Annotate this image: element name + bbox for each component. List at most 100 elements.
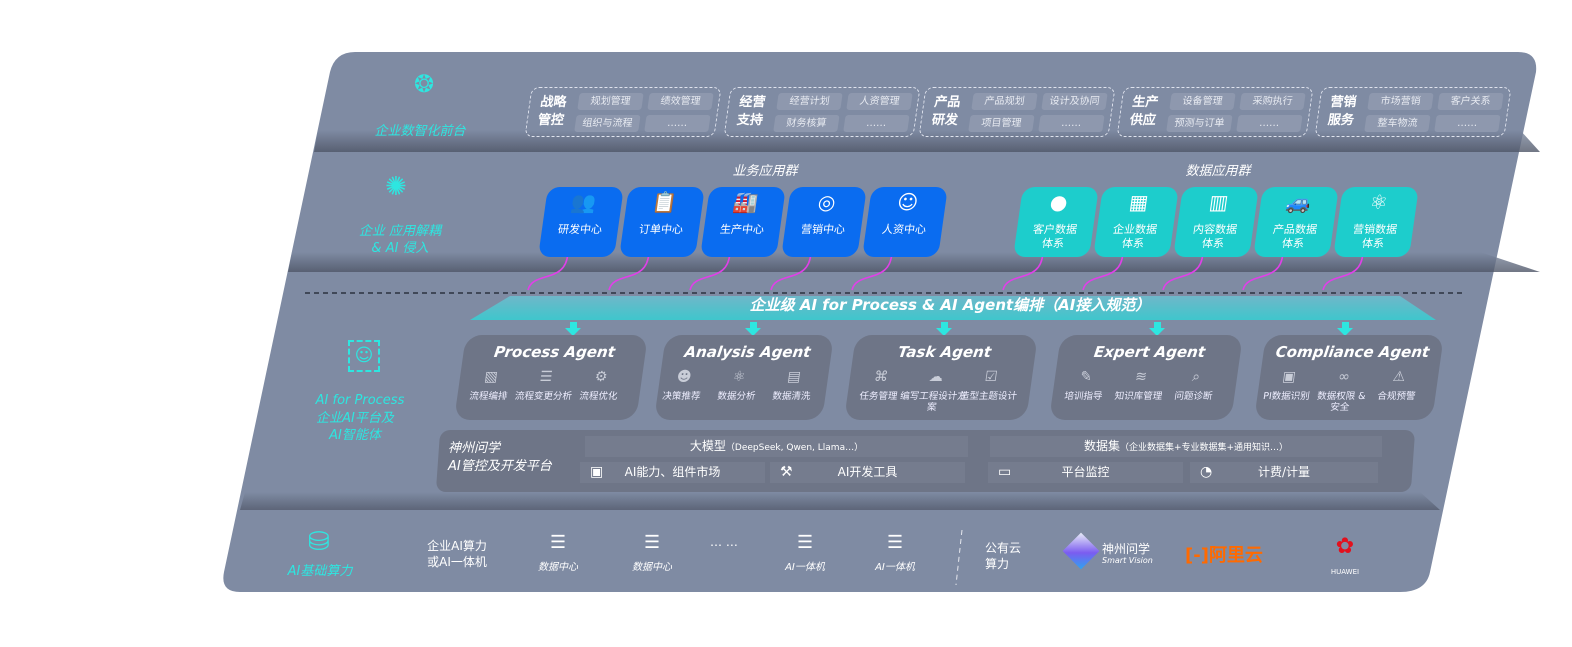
tile-label: 产品数据 体系 [1272, 223, 1318, 250]
gauge-icon: ◔ [1200, 464, 1213, 480]
agent-capability[interactable]: ⌕ 问题诊断 [1158, 369, 1233, 402]
smart-vision-name: 神州问学 [1102, 542, 1151, 556]
factory-icon: 🏭 [731, 190, 760, 214]
platform-cell[interactable]: ▣ AI能力、组件市场 [580, 462, 765, 483]
huawei-logo: ✿ HUAWEI [1325, 535, 1365, 578]
front-chip[interactable]: 项目管理 [968, 115, 1035, 132]
front-chip[interactable]: …… [1038, 115, 1105, 132]
front-chip[interactable]: 预测与订单 [1166, 115, 1233, 132]
connector-arrow [1002, 249, 1044, 291]
database-icon: ⛁ [308, 527, 330, 557]
front-chip[interactable]: …… [1236, 115, 1303, 132]
agent-capability[interactable]: ⚠ 合规预警 [1361, 369, 1436, 402]
tool-icon: ⚒ [780, 464, 793, 480]
dataset-row: 数据集（企业数据集+专业数据集+通用知识…） [990, 436, 1382, 457]
front-group-title: 产品 研发 [930, 95, 962, 128]
front-chip[interactable]: 市场营销 [1367, 93, 1434, 110]
server-icon: ☰ [796, 532, 813, 553]
front-chip[interactable]: 人资管理 [846, 93, 913, 110]
tile-label: 营销数据 体系 [1352, 223, 1398, 250]
huawei-icon: ✿ [1335, 534, 1355, 559]
diagnosis-icon: ⌕ [1191, 369, 1202, 385]
infra-layer-label: AI基础算力 [287, 564, 353, 579]
connector-arrow [1162, 249, 1204, 291]
connector-arrow [1082, 249, 1124, 291]
front-chip[interactable]: 规划管理 [577, 93, 644, 110]
front-chip[interactable]: …… [1434, 115, 1501, 132]
target-icon: ◎ [816, 190, 838, 214]
platform-cell[interactable]: ⚒ AI开发工具 [770, 462, 965, 483]
agent-card[interactable]: Compliance Agent ▣ PI数据识别 ∞ 数据权限 & 安全 ⚠ 合规预警 [1254, 335, 1444, 420]
tile-label: 生产中心 [719, 223, 765, 236]
front-chip[interactable]: 整车物流 [1364, 115, 1431, 132]
front-chip[interactable]: 绩效管理 [647, 93, 714, 110]
data_apps-tile[interactable]: 🚙 产品数据 体系 [1253, 187, 1339, 257]
smart-vision-sub: Smart Vision [1102, 556, 1153, 565]
platform-cell[interactable]: ▭ 平台监控 [988, 462, 1183, 483]
front-group-title: 战略 管控 [536, 95, 568, 128]
agent-card[interactable]: Task Agent ⌘ 任务管理 ☁ 编写工程设计方案 ☑ 造型主题设计 [844, 335, 1038, 420]
data_apps-tile[interactable]: ⚛ 营销数据 体系 [1333, 187, 1419, 257]
front-chip[interactable]: 产品规划 [971, 93, 1038, 110]
connector-arrow [851, 249, 893, 291]
front-chip[interactable]: 采购执行 [1239, 93, 1306, 110]
dataset-label: 数据集 [1083, 439, 1120, 453]
agent-card[interactable]: Process Agent ▧ 流程编排 ☰ 流程变更分析 ⚙ 流程优化 [454, 335, 648, 420]
front-group: 经营 支持 经营计划 人资管理 财务核算…… [723, 87, 921, 137]
agent-name: Expert Agent [1092, 343, 1207, 361]
aliyun-name: 阿里云 [1208, 545, 1263, 566]
business_apps-tile[interactable]: ◎ 营销中心 [781, 187, 867, 257]
connector-arrow [1242, 249, 1284, 291]
server-icon: ☰ [643, 532, 660, 553]
monitor-icon: ▭ [998, 464, 1012, 480]
front-chip[interactable]: 财务核算 [773, 115, 840, 132]
data_apps-tile[interactable]: ● 客户数据 体系 [1013, 187, 1099, 257]
agent-name: Analysis Agent [683, 343, 812, 361]
agent-capability[interactable]: ⚙ 流程优化 [563, 369, 638, 402]
agent-card[interactable]: Analysis Agent ☻ 决策推荐 ⚛ 数据分析 ▤ 数据清洗 [654, 335, 834, 420]
front-chip[interactable]: 客户关系 [1437, 93, 1504, 110]
front-chip[interactable]: 经营计划 [776, 93, 843, 110]
agent-card[interactable]: Expert Agent ✎ 培训指导 ≋ 知识库管理 ⌕ 问题诊断 [1049, 335, 1243, 420]
front-group: 产品 研发 产品规划 设计及协同 项目管理…… [918, 87, 1116, 137]
market-icon: ▣ [590, 464, 604, 480]
capability-label: 合规预警 [1376, 391, 1417, 402]
agent-capability[interactable]: ☑ 造型主题设计 [953, 369, 1028, 402]
business_apps-tile[interactable]: 🏭 生产中心 [700, 187, 786, 257]
aliyun-icon: [-] [1185, 545, 1209, 566]
molecule-icon: ✺ [385, 172, 407, 202]
data_apps-tile[interactable]: ▦ 企业数据 体系 [1093, 187, 1179, 257]
front-chip[interactable]: …… [644, 115, 711, 132]
tile-label: 内容数据 体系 [1192, 223, 1238, 250]
front-chip[interactable]: 组织与流程 [574, 115, 641, 132]
connector-arrow [770, 249, 812, 291]
clipboard-icon: 📋 [650, 190, 679, 214]
capability-label: 造型主题设计 [959, 391, 1018, 402]
data_apps-tile[interactable]: ▥ 内容数据 体系 [1173, 187, 1259, 257]
user-icon: ● [1048, 190, 1070, 214]
front-chip[interactable]: …… [843, 115, 910, 132]
connector-arrow [1322, 249, 1364, 291]
compute-node: ☰ 数据中心 [523, 532, 593, 573]
front-group-title: 经营 支持 [735, 95, 767, 128]
atom-icon: ⚛ [1368, 190, 1390, 214]
front-group: 战略 管控 规划管理 绩效管理 组织与流程…… [524, 87, 722, 137]
capability-label: 流程优化 [578, 391, 619, 402]
tile-label: 企业数据 体系 [1112, 223, 1158, 250]
compute-node-label: 数据中心 [632, 562, 672, 573]
business_apps-tile[interactable]: ☺ 人资中心 [862, 187, 948, 257]
dataset-note: （企业数据集+专业数据集+通用知识…） [1119, 443, 1289, 453]
compute-node-label: AI一体机 [785, 562, 825, 573]
car-icon: 🚙 [1284, 190, 1313, 214]
business_apps-tile[interactable]: 👥 研发中心 [538, 187, 624, 257]
tile-label: 营销中心 [800, 223, 846, 236]
business_apps-tile[interactable]: 📋 订单中心 [619, 187, 705, 257]
enterprise-compute-label: 企业AI算力 或AI一体机 [427, 539, 487, 569]
platform-cell[interactable]: ◔ 计费/计量 [1190, 462, 1378, 483]
business-apps-title: 业务应用群 [732, 164, 798, 179]
server-icon: ☰ [549, 532, 566, 553]
front-chip[interactable]: 设备管理 [1169, 93, 1236, 110]
agent-capability[interactable]: ▤ 数据清洗 [756, 369, 831, 402]
compute-node-label: AI一体机 [875, 562, 915, 573]
front-chip[interactable]: 设计及协同 [1041, 93, 1108, 110]
